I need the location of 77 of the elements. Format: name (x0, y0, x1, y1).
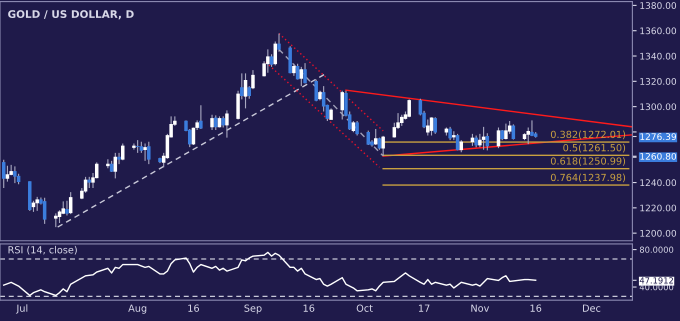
candlestick (430, 116, 434, 136)
candlestick (340, 90, 344, 120)
candlestick (32, 200, 36, 212)
x-tick-label: Dec (583, 304, 600, 312)
candlestick (366, 130, 370, 146)
candlestick (121, 142, 125, 161)
series-label: 0.382(1272.01) (550, 130, 626, 140)
candlestick (456, 133, 460, 151)
candlestick (68, 192, 72, 215)
y-tick-label: 1300.00 (640, 103, 676, 110)
x-tick-label: Aug (128, 304, 146, 314)
y-tick-label: 80.0000 (640, 246, 674, 253)
series-label: 0.618(1250.99) (550, 157, 626, 166)
y-tick-label: 1320.00 (640, 78, 676, 85)
candlestick (400, 114, 404, 126)
candlestick (35, 196, 39, 212)
candlestick (143, 142, 147, 162)
y-tick-label: 1276.39 (640, 133, 676, 140)
candlestick (214, 114, 218, 131)
candlestick (496, 126, 500, 149)
candlestick (500, 129, 504, 141)
chart-title: RSI (14, close) (8, 246, 77, 255)
x-tick-label: Oct (356, 304, 373, 312)
candlestick (58, 210, 62, 224)
candlestick (225, 110, 229, 138)
candlestick (221, 116, 225, 128)
candlestick (147, 141, 151, 165)
candlestick (13, 166, 17, 184)
candlestick (244, 72, 248, 109)
x-tick-label: Nov (471, 304, 490, 312)
candlestick (470, 133, 474, 146)
candlestick (474, 134, 478, 148)
candlestick (136, 140, 140, 154)
y-tick-label: 1380.00 (640, 2, 676, 9)
candlestick (314, 79, 318, 102)
candlestick (54, 212, 58, 228)
candlestick (266, 48, 270, 74)
candlestick (512, 124, 516, 140)
x-tick-label: 16 (188, 304, 200, 312)
candlestick (292, 63, 296, 76)
candlestick (460, 140, 464, 153)
candlestick (374, 128, 378, 146)
candlestick (300, 66, 304, 87)
candlestick (303, 62, 307, 84)
candlestick (329, 108, 333, 120)
candlestick (6, 165, 10, 182)
candlestick (42, 197, 46, 224)
y-tick-label: 1240.00 (640, 179, 676, 186)
candlestick (199, 104, 203, 130)
candlestick (117, 152, 121, 165)
candlestick (210, 114, 214, 131)
y-tick-label: 1200.00 (640, 230, 676, 237)
x-tick-label: Sep (244, 304, 262, 314)
candlestick (318, 90, 322, 101)
series-label: 0.5(1261.50) (563, 144, 626, 153)
y-tick-label: 1260.80 (640, 152, 676, 160)
x-tick-label: Jul (16, 304, 28, 314)
y-tick-label: 40.0000 (640, 284, 674, 290)
y-tick-label: 47.1912 (640, 277, 673, 284)
y-tick-label: 1360.00 (640, 27, 676, 34)
y-tick-label: 1340.00 (640, 52, 676, 60)
x-tick-label: 16 (530, 304, 542, 312)
candlestick (88, 176, 92, 189)
text: GOLD / US DOLLAR, D (8, 10, 134, 20)
candlestick (114, 152, 118, 179)
candlestick (448, 126, 452, 141)
candlestick (355, 120, 359, 136)
candlestick (433, 116, 437, 134)
candlestick (407, 98, 411, 118)
series-label: 0.764(1237.98) (550, 174, 626, 182)
candlestick (482, 126, 486, 150)
x-tick-label: 16 (304, 304, 314, 312)
candlestick (2, 159, 6, 189)
y-tick-label: 1220.00 (640, 204, 676, 212)
x-tick-label: 17 (418, 304, 430, 312)
candlestick (504, 123, 508, 140)
candlestick (218, 116, 222, 128)
